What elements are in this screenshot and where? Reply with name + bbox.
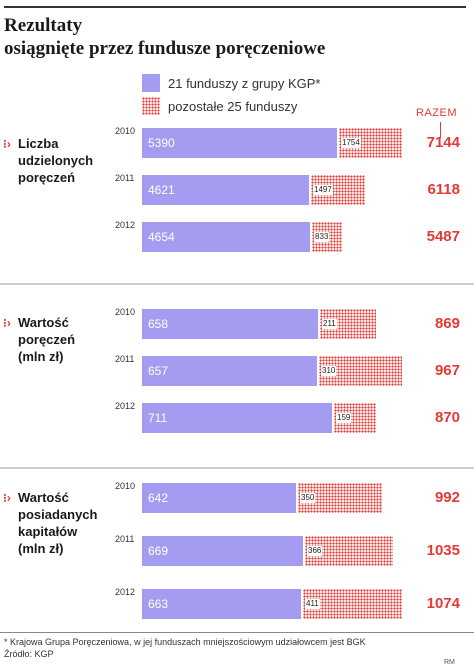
bar-other: 350 — [298, 483, 382, 513]
legend-other-swatch — [142, 97, 160, 115]
bar-kgp-value: 711 — [148, 411, 168, 425]
bar-other-value: 1497 — [313, 185, 333, 195]
bar-other-value: 411 — [305, 599, 320, 609]
year-label: 2011 — [115, 173, 135, 183]
bar-kgp-value: 657 — [148, 364, 169, 378]
bar-kgp-value: 669 — [148, 544, 169, 558]
chart-title: Rezultaty — [4, 15, 83, 36]
group-label: Wartość poręczeń (mln zł) — [18, 315, 76, 364]
bar-kgp-value: 642 — [148, 491, 169, 505]
legend-other-label: pozostałe 25 funduszy — [168, 99, 298, 114]
bar-other-value: 1754 — [341, 138, 361, 148]
source-note: Źródło: KGP — [4, 649, 54, 659]
chart-subtitle: osiągnięte przez fundusze poręczeniowe — [4, 38, 326, 59]
bar-kgp-value: 4621 — [148, 183, 175, 197]
bar-kgp: 4621 — [142, 175, 309, 205]
year-label: 2010 — [115, 307, 136, 317]
year-label: 2011 — [115, 534, 135, 544]
bar-kgp: 711 — [142, 403, 332, 433]
bar-kgp: 5390 — [142, 128, 337, 158]
bar-other: 411 — [303, 589, 402, 619]
total-value: 869 — [434, 315, 460, 332]
total-value: 870 — [434, 409, 460, 426]
bar-kgp-value: 5390 — [148, 136, 175, 150]
total-header-rule — [440, 122, 441, 138]
bar-other: 310 — [319, 356, 402, 386]
bar-other-value: 211 — [322, 319, 337, 329]
bar-kgp: 658 — [142, 309, 318, 339]
bar-kgp-value: 663 — [148, 597, 169, 611]
bar-other: 159 — [334, 403, 376, 433]
legend-kgp-label: 21 funduszy z grupy KGP* — [168, 76, 321, 91]
bar-other-value: 310 — [321, 366, 337, 376]
bar-kgp: 663 — [142, 589, 301, 619]
author-credit: RM — [444, 659, 455, 666]
group-arrow-icon: ⁝› — [3, 137, 11, 151]
bar-other-value: 366 — [307, 546, 323, 556]
year-label: 2010 — [115, 126, 136, 136]
bar-other: 211 — [320, 309, 376, 339]
total-header: RAZEM — [416, 107, 457, 119]
bar-other-value: 159 — [336, 413, 352, 423]
total-value: 967 — [434, 362, 460, 379]
bar-kgp: 669 — [142, 536, 303, 566]
year-label: 2012 — [115, 587, 136, 597]
bar-other: 833 — [312, 222, 342, 252]
bar-kgp: 642 — [142, 483, 296, 513]
year-label: 2010 — [115, 481, 136, 491]
total-value: 992 — [434, 489, 460, 506]
total-value: 1074 — [426, 595, 460, 612]
year-label: 2012 — [115, 220, 136, 230]
group-separator — [0, 467, 474, 469]
group-label: Wartość posiadanych kapitałów (mln zł) — [18, 490, 98, 556]
bar-other: 1497 — [311, 175, 365, 205]
total-value: 6118 — [427, 181, 460, 198]
top-rule — [4, 6, 466, 8]
year-label: 2012 — [115, 401, 136, 411]
legend-kgp-swatch — [142, 74, 160, 92]
bar-other-value: 350 — [300, 493, 316, 503]
group-arrow-icon: ⁝› — [3, 316, 11, 330]
year-label: 2011 — [115, 354, 135, 364]
footer-separator — [0, 632, 474, 633]
group-separator — [0, 283, 474, 285]
group-label: Liczba udzielonych poręczeń — [18, 136, 94, 185]
total-value: 7144 — [426, 134, 460, 151]
bar-kgp: 657 — [142, 356, 317, 386]
bar-kgp-value: 658 — [148, 317, 169, 331]
total-value: 1035 — [426, 542, 460, 559]
bar-other-value: 833 — [314, 232, 330, 242]
bar-kgp-value: 4654 — [148, 230, 175, 244]
group-arrow-icon: ⁝› — [3, 491, 11, 505]
bar-other: 1754 — [339, 128, 402, 158]
bar-other: 366 — [305, 536, 393, 566]
bar-kgp: 4654 — [142, 222, 310, 252]
total-value: 5487 — [426, 228, 460, 245]
footnote: * Krajowa Grupa Poręczeniowa, w jej fund… — [4, 637, 366, 647]
